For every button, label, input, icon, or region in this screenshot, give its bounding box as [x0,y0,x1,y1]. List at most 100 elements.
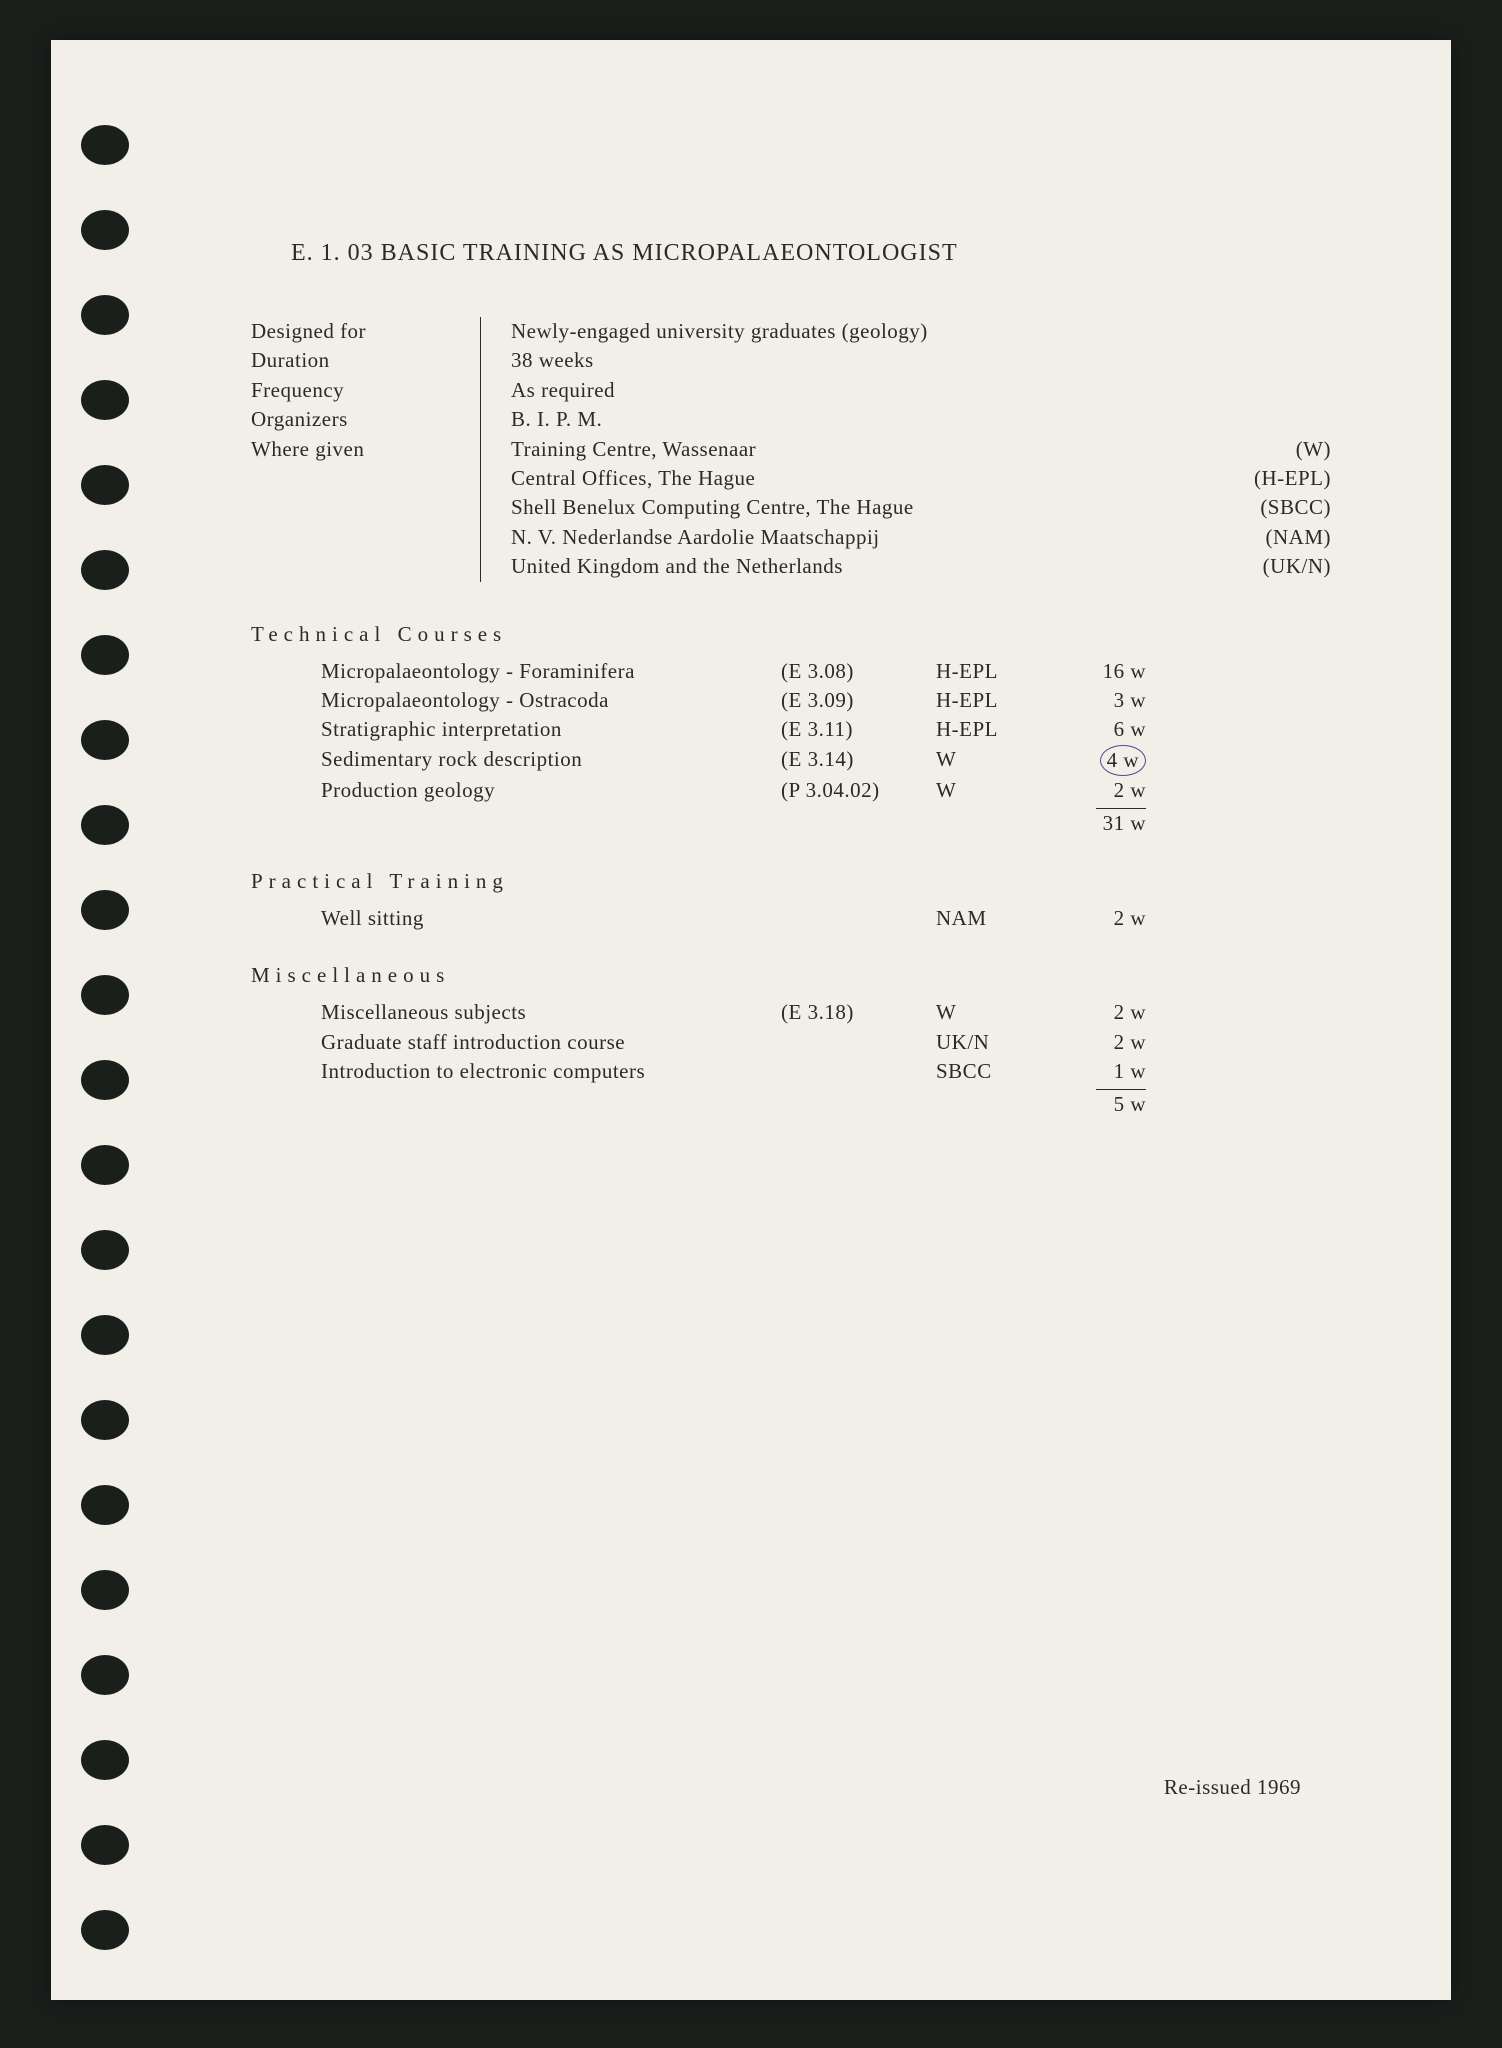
binder-hole [81,1315,129,1355]
location-row: Training Centre, Wassenaar (W) [511,435,1351,464]
value-designed-for: Newly-engaged university graduates (geol… [511,317,1351,346]
course-code: (E 3.08) [781,657,936,686]
header-values: Newly-engaged university graduates (geol… [481,317,1351,582]
course-name: Stratigraphic interpretation [321,715,781,744]
course-row: Sedimentary rock description (E 3.14) W … [321,745,1351,776]
course-row: Introduction to electronic computers SBC… [321,1057,1351,1086]
course-row: Micropalaeontology - Foraminifera (E 3.0… [321,657,1351,686]
course-location: NAM [936,904,1076,933]
practical-courses: Well sitting NAM 2 w [321,904,1351,933]
section-misc-header: Miscellaneous [251,963,1351,988]
course-name: Sedimentary rock description [321,745,781,776]
binder-hole [81,1485,129,1525]
course-code: (E 3.09) [781,686,936,715]
location-name: Shell Benelux Computing Centre, The Hagu… [511,493,914,522]
course-location: W [936,998,1076,1027]
course-name: Introduction to electronic computers [321,1057,781,1086]
course-code: (P 3.04.02) [781,776,936,805]
footer-reissued: Re-issued 1969 [1164,1775,1301,1800]
course-row: Stratigraphic interpretation (E 3.11) H-… [321,715,1351,744]
label-designed-for: Designed for [251,317,460,346]
binder-hole [81,210,129,250]
course-name: Production geology [321,776,781,805]
course-duration: 2 w [1076,1028,1146,1057]
course-duration: 16 w [1076,657,1146,686]
location-name: Training Centre, Wassenaar [511,435,756,464]
location-name: United Kingdom and the Netherlands [511,552,843,581]
binder-hole [81,125,129,165]
course-location: H-EPL [936,657,1076,686]
course-row: Miscellaneous subjects (E 3.18) W 2 w [321,998,1351,1027]
binder-hole [81,805,129,845]
location-row: Central Offices, The Hague (H-EPL) [511,464,1351,493]
binder-hole [81,1230,129,1270]
course-row: Micropalaeontology - Ostracoda (E 3.09) … [321,686,1351,715]
label-organizers: Organizers [251,405,460,434]
course-row: Well sitting NAM 2 w [321,904,1351,933]
location-code: (SBCC) [1260,493,1351,522]
binder-hole [81,1060,129,1100]
course-location: H-EPL [936,686,1076,715]
course-location: UK/N [936,1028,1076,1057]
course-row: Production geology (P 3.04.02) W 2 w [321,776,1351,805]
course-row: Graduate staff introduction course UK/N … [321,1028,1351,1057]
course-name: Miscellaneous subjects [321,998,781,1027]
value-organizers: B. I. P. M. [511,405,1351,434]
location-code: (H-EPL) [1254,464,1351,493]
value-duration: 38 weeks [511,346,1351,375]
binder-hole [81,380,129,420]
binder-hole [81,635,129,675]
subtotal-value: 5 w [1076,1090,1146,1119]
course-name: Micropalaeontology - Ostracoda [321,686,781,715]
course-duration: 2 w [1076,998,1146,1027]
binder-hole [81,1655,129,1695]
course-duration: 4 w [1076,745,1146,776]
course-name: Graduate staff introduction course [321,1028,781,1057]
course-code: (E 3.18) [781,998,936,1027]
course-code: (E 3.11) [781,715,936,744]
course-duration: 3 w [1076,686,1146,715]
binder-holes [81,125,129,1950]
header-table: Designed for Duration Frequency Organize… [251,317,1351,582]
location-name: N. V. Nederlandse Aardolie Maatschappij [511,523,880,552]
course-code [781,904,936,933]
technical-courses: Micropalaeontology - Foraminifera (E 3.0… [321,657,1351,839]
course-duration: 6 w [1076,715,1146,744]
location-row: N. V. Nederlandse Aardolie Maatschappij … [511,523,1351,552]
course-location: W [936,745,1076,776]
course-duration: 2 w [1076,904,1146,933]
subtotal-row: 5 w [321,1090,1351,1119]
course-code [781,1057,936,1086]
misc-courses: Miscellaneous subjects (E 3.18) W 2 w Gr… [321,998,1351,1120]
course-location: SBCC [936,1057,1076,1086]
location-code: (UK/N) [1263,552,1351,581]
course-name: Micropalaeontology - Foraminifera [321,657,781,686]
course-duration: 1 w [1076,1057,1146,1086]
course-location: W [936,776,1076,805]
location-row: Shell Benelux Computing Centre, The Hagu… [511,493,1351,522]
location-code: (W) [1296,435,1351,464]
binder-hole [81,295,129,335]
section-practical-header: Practical Training [251,869,1351,894]
binder-hole [81,1740,129,1780]
label-duration: Duration [251,346,460,375]
location-row: United Kingdom and the Netherlands (UK/N… [511,552,1351,581]
binder-hole [81,550,129,590]
subtotal-value: 31 w [1076,809,1146,838]
binder-hole [81,720,129,760]
course-name: Well sitting [321,904,781,933]
document-page: E. 1. 03 BASIC TRAINING AS MICROPALAEONT… [51,40,1451,2000]
section-technical-header: Technical Courses [251,622,1351,647]
binder-hole [81,1145,129,1185]
course-code: (E 3.14) [781,745,936,776]
binder-hole [81,1825,129,1865]
binder-hole [81,465,129,505]
location-name: Central Offices, The Hague [511,464,755,493]
page-title: E. 1. 03 BASIC TRAINING AS MICROPALAEONT… [251,240,1351,267]
value-frequency: As required [511,376,1351,405]
circled-annotation: 4 w [1100,745,1146,776]
binder-hole [81,1910,129,1950]
label-where-given: Where given [251,435,460,464]
course-code [781,1028,936,1057]
binder-hole [81,890,129,930]
